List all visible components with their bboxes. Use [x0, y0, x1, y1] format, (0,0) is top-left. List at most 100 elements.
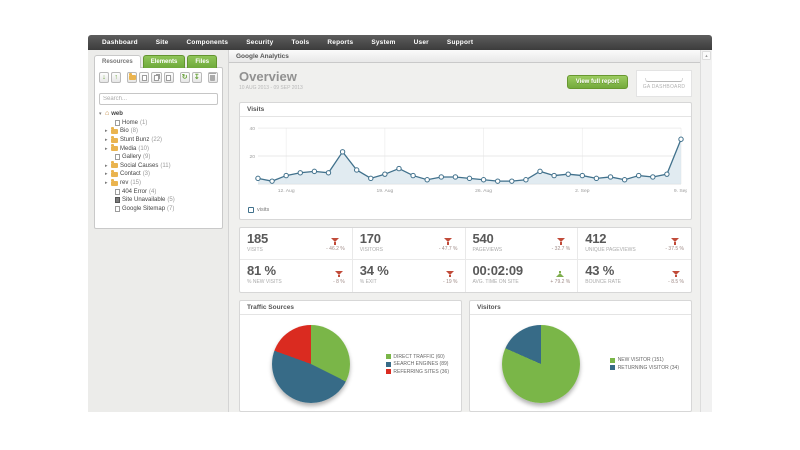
- nav-user[interactable]: User: [413, 39, 429, 46]
- trend-down-icon: [334, 270, 343, 277]
- scroll-up-icon[interactable]: ▲: [702, 51, 711, 60]
- collapse-tree-button[interactable]: ↑: [111, 72, 122, 83]
- svg-text:9. Sep: 9. Sep: [674, 188, 687, 194]
- caret-right-icon[interactable]: ▸: [105, 128, 108, 135]
- new-document-button[interactable]: [139, 72, 150, 83]
- nav-security[interactable]: Security: [246, 39, 274, 46]
- caret-right-icon[interactable]: ▸: [105, 171, 108, 178]
- folder-icon: [111, 178, 118, 186]
- app-body: Resources Elements Files ↓ ↑ ↻ ↧: [88, 50, 712, 412]
- tree-item-rev[interactable]: ▸ rev (15): [99, 178, 218, 188]
- tree-label: 404 Error: [122, 188, 148, 195]
- folder-icon: [111, 126, 118, 134]
- tree-item-site-unavailable[interactable]: Site Unavailable (5): [99, 196, 218, 205]
- new-folder-button[interactable]: [127, 72, 138, 83]
- nav-dashboard[interactable]: Dashboard: [102, 39, 138, 46]
- trend-down-icon: [331, 238, 340, 245]
- page-title: Overview: [239, 69, 297, 84]
- tree-search-input[interactable]: [99, 93, 218, 105]
- dashboard-cards: Visits 20 40 12. Aug 19. Aug 26. Aug 2. Sep 9.…: [229, 102, 700, 412]
- traffic-sources-title: Traffic Sources: [240, 301, 461, 315]
- folder-icon: [128, 73, 136, 80]
- ga-account-badge: GA DASHBOARD: [636, 70, 692, 97]
- tree-item-gallery[interactable]: Gallery (9): [99, 153, 218, 162]
- stat-label: VISITS: [247, 247, 263, 253]
- tree-item-home[interactable]: Home (1): [99, 119, 218, 128]
- caret-right-icon[interactable]: ▸: [105, 162, 108, 169]
- overview-header: Overview 10 AUG 2013 - 09 SEP 2013 View …: [229, 63, 700, 102]
- tab-elements[interactable]: Elements: [142, 55, 186, 68]
- view-full-report-button[interactable]: View full report: [566, 75, 628, 89]
- legend-label: NEW VISITOR (151): [617, 357, 664, 364]
- nav-reports[interactable]: Reports: [327, 39, 354, 46]
- cms-admin-app: Dashboard Site Components Security Tools…: [88, 35, 712, 412]
- stat-avg-time: 00:02:09 AVG. TIME ON SITE + 79.2 %: [466, 260, 579, 292]
- ga-logo-rule: [645, 77, 683, 82]
- traffic-sources-panel: Traffic Sources DIRECT TRAFFIC (60) SEARC…: [239, 300, 462, 412]
- legend-swatch: [610, 365, 616, 371]
- traffic-sources-pie-chart: [272, 325, 350, 403]
- module-title: Google Analytics: [236, 52, 289, 60]
- caret-right-icon[interactable]: ▸: [105, 145, 108, 152]
- stat-value: 170: [359, 231, 381, 246]
- visits-legend-checkbox[interactable]: [248, 207, 254, 213]
- tab-files[interactable]: Files: [187, 55, 218, 68]
- stat-label: VISITORS: [359, 247, 383, 253]
- page-icon: [115, 205, 120, 212]
- visits-legend-label: visits: [257, 207, 270, 213]
- svg-text:12. Aug: 12. Aug: [278, 188, 295, 194]
- tree-item-404-error[interactable]: 404 Error (4): [99, 187, 218, 196]
- stat-visits: 185 VISITS - 46.2 %: [240, 228, 353, 260]
- expand-tree-button[interactable]: ↓: [99, 72, 110, 83]
- tab-resources[interactable]: Resources: [94, 55, 141, 68]
- home-icon: ⌂: [105, 110, 110, 118]
- nav-system[interactable]: System: [371, 39, 396, 46]
- stat-value: 412: [585, 231, 607, 246]
- tree-count: (5): [167, 197, 175, 204]
- tree-item-google-sitemap[interactable]: Google Sitemap (7): [99, 205, 218, 214]
- nav-components[interactable]: Components: [186, 39, 229, 46]
- stat-visitors: 170 VISITORS - 47.7 %: [352, 228, 466, 260]
- tree-item-web[interactable]: ▾ ⌂ web: [99, 110, 218, 119]
- tree-count: (10): [138, 145, 150, 152]
- sort-button[interactable]: ↧: [191, 72, 202, 83]
- caret-right-icon[interactable]: ▸: [105, 180, 108, 187]
- tree-label: Media: [120, 145, 137, 152]
- stat-delta: - 37.5 %: [665, 246, 684, 252]
- tree-count: (7): [167, 205, 175, 212]
- tree-item-bio[interactable]: ▸ Bio (8): [99, 126, 218, 136]
- nav-site[interactable]: Site: [155, 39, 169, 46]
- visitors-legend: NEW VISITOR (151) RETURNING VISITOR (34): [610, 357, 679, 371]
- visitors-title: Visitors: [470, 301, 691, 315]
- stat-unique-pageviews: 412 UNIQUE PAGEVIEWS - 37.5 %: [578, 228, 691, 260]
- main-content: Google Analytics Overview 10 AUG 2013 - …: [228, 50, 700, 412]
- stat-exit: 34 % % EXIT - 19 %: [353, 260, 466, 292]
- svg-text:26. Aug: 26. Aug: [475, 188, 492, 194]
- tree-item-contact[interactable]: ▸ Contact (3): [99, 169, 218, 179]
- scrollbar[interactable]: ▲: [700, 50, 712, 412]
- stat-delta: + 79.2 %: [550, 278, 571, 285]
- stat-delta: - 47.7 %: [438, 246, 458, 252]
- nav-support[interactable]: Support: [446, 39, 474, 46]
- tree-count: (3): [142, 171, 151, 178]
- caret-down-icon[interactable]: ▾: [99, 111, 102, 118]
- svg-text:20: 20: [249, 154, 255, 160]
- refresh-button[interactable]: ↻: [179, 72, 190, 83]
- pie-legend-row: REFERRING SITES (36): [385, 369, 449, 375]
- tree-count: (15): [130, 180, 142, 187]
- caret-right-icon[interactable]: ▸: [105, 137, 108, 144]
- lock-button[interactable]: [163, 72, 174, 83]
- duplicate-button[interactable]: [151, 72, 162, 83]
- tree-item-media[interactable]: ▸ Media (10): [99, 144, 218, 153]
- page-icon: [115, 154, 120, 161]
- page-icon: [141, 74, 147, 81]
- nav-tools[interactable]: Tools: [291, 39, 310, 46]
- pie-legend-row: SEARCH ENGINES (89): [385, 361, 449, 367]
- tree-count: (4): [149, 188, 157, 195]
- stat-delta: - 8.5 %: [668, 278, 684, 285]
- trash-button[interactable]: [207, 72, 218, 83]
- tree-item-stunt-bunz[interactable]: ▸ Stunt Bunz (22): [99, 135, 218, 145]
- tree-item-social-causes[interactable]: ▸ Social Causes (11): [99, 161, 218, 171]
- legend-label: DIRECT TRAFFIC (60): [393, 353, 445, 360]
- trash-icon: [209, 72, 217, 81]
